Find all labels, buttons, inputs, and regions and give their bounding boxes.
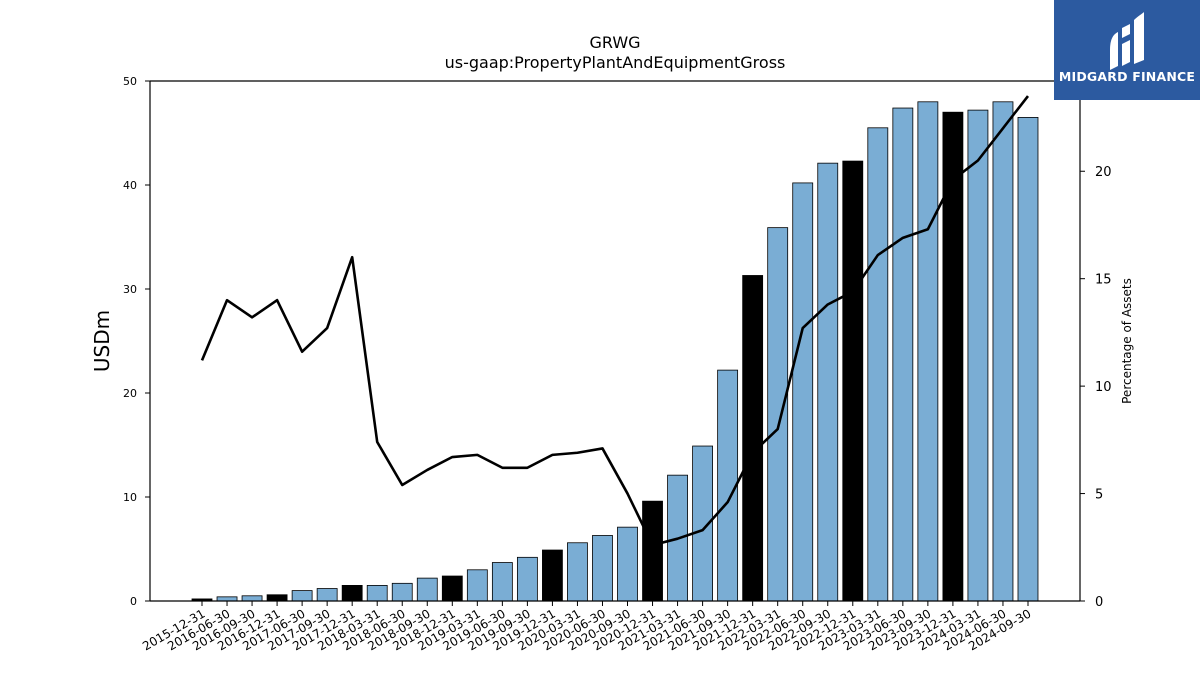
percentage-line	[200, 95, 1030, 547]
bar-2022-12-31	[842, 160, 864, 602]
bar-2022-03-31	[767, 227, 789, 602]
y-tick-label-left-30: 30	[123, 283, 137, 296]
y-tick-label-left-10: 10	[123, 491, 137, 504]
bar-2023-06-30	[892, 107, 914, 602]
bar-2017-12-31	[341, 585, 363, 602]
bars-group	[191, 101, 1039, 602]
bar-2020-12-31	[642, 500, 663, 602]
bar-2018-09-30	[416, 577, 438, 602]
bar-2020-06-30	[592, 535, 613, 602]
bar-2016-09-30	[241, 595, 263, 602]
y-tick-label-left-50: 50	[123, 75, 137, 88]
bar-2024-09-30	[1017, 117, 1039, 602]
y-axis-label-right: Percentage of Assets	[1120, 278, 1134, 404]
bar-2021-12-31	[742, 275, 764, 602]
y-tick-label-left-40: 40	[123, 179, 137, 192]
bar-2020-03-31	[567, 542, 588, 602]
bar-2022-06-30	[792, 182, 814, 602]
y-axis-label-left: USDm	[90, 310, 114, 372]
bar-2020-09-30	[617, 526, 638, 602]
bar-2018-12-31	[441, 575, 463, 602]
y-tick-label-right-10: 10	[1095, 380, 1112, 395]
bar-2023-09-30	[917, 101, 939, 602]
chart-title: GRWG	[589, 33, 640, 52]
y-tick-label-right-20: 20	[1095, 165, 1112, 180]
brand-logo: MIDGARD FINANCE	[1054, 0, 1200, 100]
bar-2019-09-30	[516, 556, 538, 602]
y-tick-label-right-15: 15	[1095, 273, 1112, 288]
bar-2024-06-30	[992, 101, 1014, 602]
bar-2017-06-30	[291, 590, 313, 602]
bar-2017-09-30	[316, 588, 338, 602]
line-group	[200, 95, 1030, 547]
chart-subtitle: us-gaap:PropertyPlantAndEquipmentGross	[445, 53, 786, 72]
bar-2019-06-30	[491, 562, 513, 602]
bar-2023-03-31	[867, 127, 889, 602]
bar-2022-09-30	[817, 162, 839, 602]
bar-2018-06-30	[391, 582, 413, 602]
bar-2019-12-31	[542, 549, 563, 602]
y-tick-label-left-20: 20	[123, 387, 137, 400]
bar-2019-03-31	[466, 569, 488, 602]
bar-2023-12-31	[942, 111, 964, 602]
y-tick-label-right-5: 5	[1095, 488, 1103, 503]
brand-name: MIDGARD FINANCE	[1058, 69, 1196, 84]
bar-2018-03-31	[366, 585, 388, 602]
x-ticks-group: 2015-12-312016-06-302016-09-302016-12-31…	[140, 601, 1033, 653]
bar-2024-03-31	[967, 109, 989, 602]
axes-group: 0 10 20 30 40 50 0 5 10 15 20	[123, 75, 1112, 610]
midgard-logo-icon	[1110, 12, 1144, 70]
y-tick-label-left-0: 0	[130, 595, 137, 608]
y-tick-label-right-0: 0	[1095, 595, 1103, 610]
bar-2016-06-30	[216, 596, 238, 602]
bar-2016-12-31	[266, 594, 288, 602]
